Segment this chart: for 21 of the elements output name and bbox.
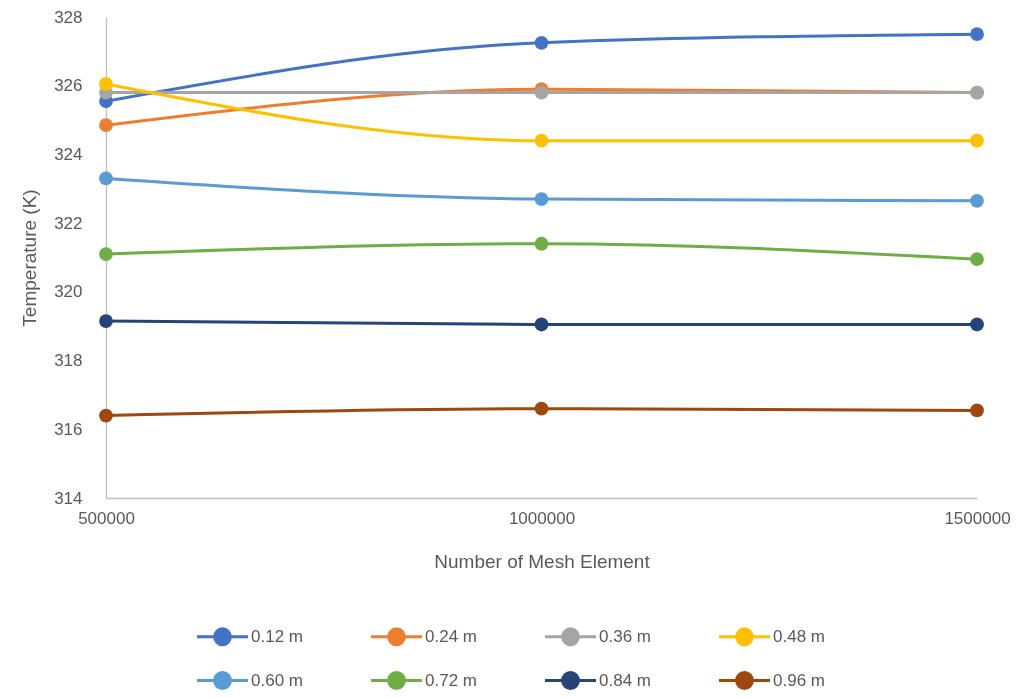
y-tick-label: 314: [54, 488, 83, 508]
legend-label: 0.96 m: [773, 670, 825, 690]
legend-label: 0.36 m: [599, 626, 651, 646]
y-tick-label: 320: [54, 282, 83, 302]
legend-label: 0.60 m: [251, 670, 303, 690]
x-tick-label: 500000: [78, 508, 135, 528]
legend-label: 0.24 m: [425, 626, 477, 646]
x-tick-label: 1000000: [508, 508, 576, 528]
legend-label: 0.12 m: [251, 626, 303, 646]
y-tick-label: 326: [54, 76, 83, 96]
y-tick-label: 328: [54, 7, 83, 27]
legend-label: 0.48 m: [773, 626, 825, 646]
y-tick-label: 322: [54, 213, 83, 233]
x-tick-label: 1500000: [944, 508, 1011, 528]
legend-label: 0.72 m: [425, 670, 477, 690]
y-axis-title: Temperature (K): [19, 189, 41, 327]
y-tick-label: 318: [54, 351, 83, 371]
y-tick-label: 324: [54, 144, 83, 164]
x-axis-title: Number of Mesh Element: [434, 550, 651, 572]
y-tick-label: 316: [54, 419, 83, 439]
legend-label: 0.84 m: [599, 670, 651, 690]
